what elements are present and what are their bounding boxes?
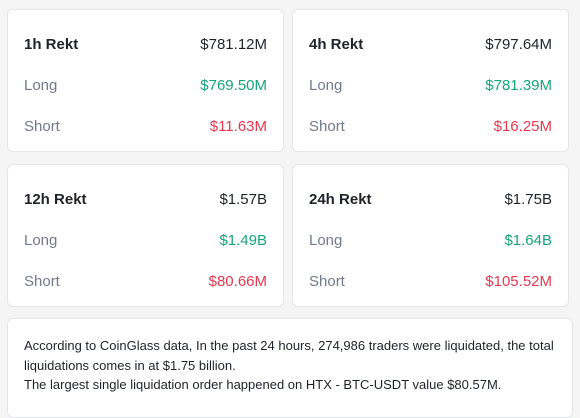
long-label: Long: [24, 231, 58, 249]
card-header-row: 24h Rekt $1.75B: [309, 188, 552, 210]
total-liquidation-value: $1.75B: [504, 190, 552, 208]
short-value: $80.66M: [208, 272, 267, 290]
summary-text: According to CoinGlass data, In the past…: [24, 336, 558, 395]
total-liquidation-value: $1.57B: [219, 190, 267, 208]
short-value: $11.63M: [209, 117, 267, 135]
liquidation-summary-card: According to CoinGlass data, In the past…: [7, 318, 573, 418]
liquidation-card-12h: 12h Rekt $1.57B Long $1.49B Short $80.66…: [7, 164, 284, 307]
long-row: Long $1.49B: [24, 229, 267, 251]
total-liquidation-value: $797.64M: [485, 35, 552, 53]
long-value: $1.64B: [504, 231, 552, 249]
long-label: Long: [24, 76, 58, 94]
total-liquidation-value: $781.12M: [200, 35, 267, 53]
long-value: $1.49B: [219, 231, 267, 249]
period-label: 12h Rekt: [24, 190, 87, 208]
short-value: $16.25M: [493, 117, 552, 135]
card-header-row: 4h Rekt $797.64M: [309, 33, 552, 55]
card-header-row: 1h Rekt $781.12M: [24, 33, 267, 55]
short-label: Short: [24, 272, 60, 290]
long-row: Long $769.50M: [24, 74, 267, 96]
short-label: Short: [309, 117, 345, 135]
liquidation-card-4h: 4h Rekt $797.64M Long $781.39M Short $16…: [292, 9, 569, 152]
period-label: 24h Rekt: [309, 190, 372, 208]
period-label: 4h Rekt: [309, 35, 364, 53]
short-row: Short $16.25M: [309, 115, 552, 137]
long-row: Long $781.39M: [309, 74, 552, 96]
short-label: Short: [24, 117, 60, 135]
short-label: Short: [309, 272, 345, 290]
card-header-row: 12h Rekt $1.57B: [24, 188, 267, 210]
short-row: Short $11.63M: [24, 115, 267, 137]
long-value: $781.39M: [485, 76, 552, 94]
long-value: $769.50M: [200, 76, 267, 94]
long-label: Long: [309, 76, 343, 94]
liquidation-card-1h: 1h Rekt $781.12M Long $769.50M Short $11…: [7, 9, 284, 152]
period-label: 1h Rekt: [24, 35, 79, 53]
long-row: Long $1.64B: [309, 229, 552, 251]
summary-line-1: According to CoinGlass data, In the past…: [24, 338, 554, 373]
short-row: Short $80.66M: [24, 270, 267, 292]
short-row: Short $105.52M: [309, 270, 552, 292]
summary-line-2: The largest single liquidation order hap…: [24, 377, 502, 392]
liquidation-card-24h: 24h Rekt $1.75B Long $1.64B Short $105.5…: [292, 164, 569, 307]
short-value: $105.52M: [485, 272, 552, 290]
long-label: Long: [309, 231, 343, 249]
